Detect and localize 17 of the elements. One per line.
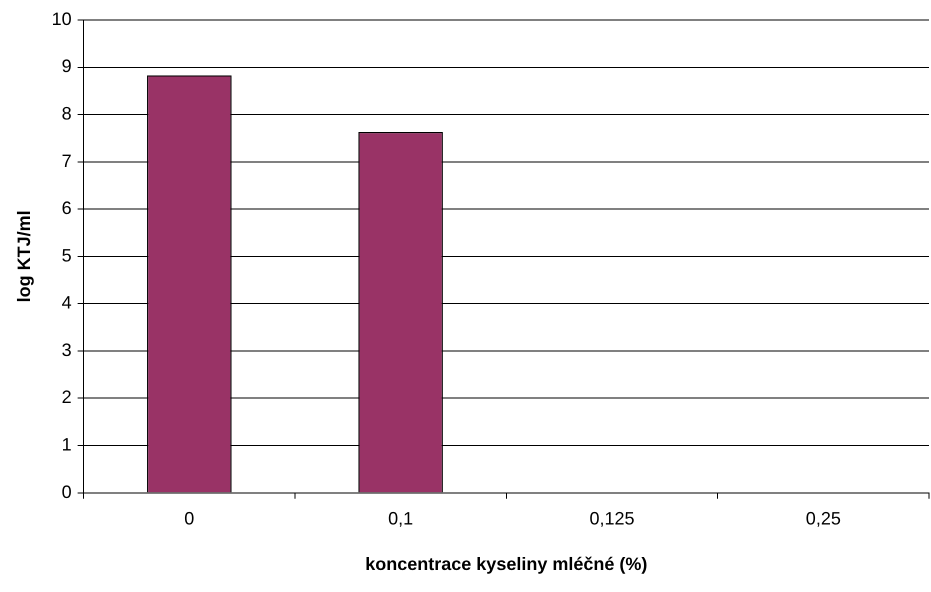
y-tick-label: 7: [62, 150, 72, 171]
y-axis-title: log KTJ/ml: [14, 210, 34, 302]
x-tick-label: 0: [184, 508, 194, 529]
x-tick-label: 0,1: [388, 508, 414, 529]
y-tick-label: 5: [62, 245, 72, 266]
y-tick-label: 2: [62, 387, 72, 408]
x-tick-label: 0,125: [589, 508, 635, 529]
y-tick-label: 8: [62, 104, 72, 124]
y-tick-label: 0: [62, 482, 72, 502]
y-tick-label: 10: [52, 8, 72, 29]
x-axis-title: koncentrace kyseliny mléčné (%): [365, 554, 648, 574]
x-tick-label: 0,25: [806, 508, 841, 529]
y-tick-label: 1: [62, 434, 72, 454]
y-tick-label: 9: [62, 56, 72, 76]
y-tick-label: 6: [62, 198, 72, 218]
y-tick-label: 3: [62, 340, 72, 360]
y-tick-label: 4: [62, 292, 72, 313]
